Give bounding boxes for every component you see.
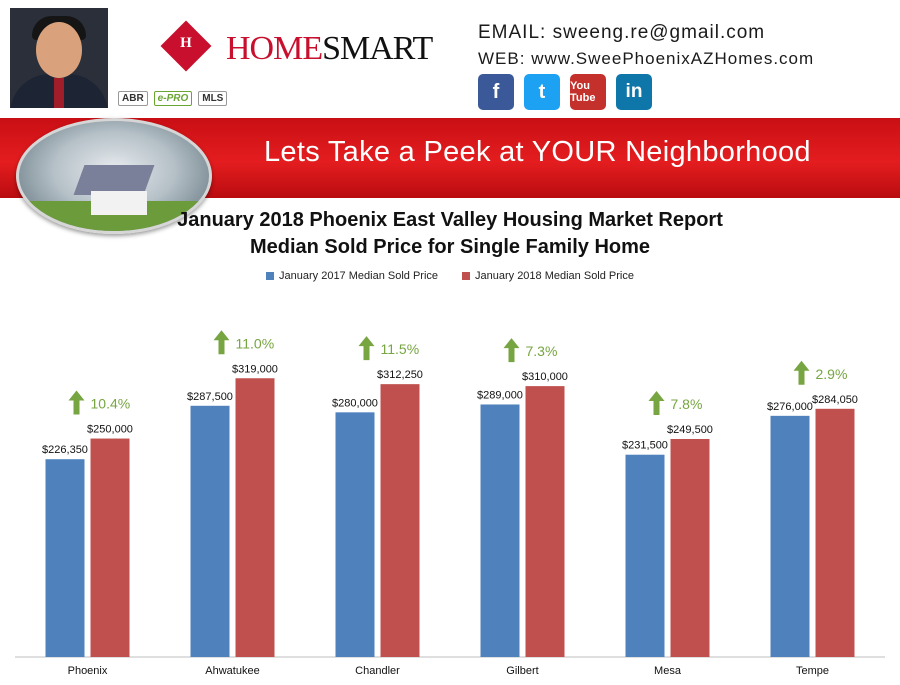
agent-photo: [10, 8, 108, 108]
mls-badge: MLS: [198, 90, 228, 106]
banner-text: Lets Take a Peek at YOUR Neighborhood: [264, 136, 811, 168]
web-line[interactable]: WEB: www.SweePhoenixAZHomes.com: [478, 49, 815, 68]
x-tick-label-ahwatukee: Ahwatukee: [205, 665, 259, 677]
chart-subtitle: Median Sold Price for Single Family Home: [249, 236, 651, 258]
x-tick-label-mesa: Mesa: [654, 665, 682, 677]
up-arrow-icon: [358, 336, 375, 361]
x-tick-label-chandler: Chandler: [355, 665, 400, 677]
certification-badges: ABR e-PRO MLS: [118, 86, 398, 110]
x-tick-label-gilbert: Gilbert: [506, 665, 538, 677]
legend-swatch-2018: [462, 272, 470, 280]
data-label-2017-ahwatukee: $287,500: [187, 391, 233, 403]
abr-badge: ABR: [118, 90, 148, 106]
change-label-phoenix: 10.4%: [91, 396, 131, 412]
data-label-2018-ahwatukee: $319,000: [232, 363, 278, 375]
data-label-2017-phoenix: $226,350: [42, 444, 88, 456]
bar-2018-gilbert: [525, 386, 565, 657]
bar-2018-mesa: [670, 438, 710, 657]
change-label-tempe: 2.9%: [816, 366, 848, 382]
up-arrow-icon: [213, 330, 230, 355]
bar-2018-ahwatukee: [235, 378, 275, 657]
bar-2017-tempe: [770, 415, 810, 657]
legend-item-2018: January 2018 Median Sold Price: [462, 270, 634, 282]
data-label-2018-mesa: $249,500: [667, 424, 713, 436]
chart-title: January 2018 Phoenix East Valley Housing…: [177, 209, 723, 231]
change-label-ahwatukee: 11.0%: [236, 335, 275, 351]
up-arrow-icon: [68, 390, 85, 415]
bar-2017-mesa: [625, 454, 665, 657]
data-label-2018-tempe: $284,050: [812, 394, 858, 406]
data-label-2018-phoenix: $250,000: [87, 424, 133, 436]
bar-2018-tempe: [815, 408, 855, 657]
bar-2017-gilbert: [480, 404, 520, 657]
legend-label-2018: January 2018 Median Sold Price: [475, 270, 634, 282]
contact-info: EMAIL: sweeng.re@gmail.com WEB: www.Swee…: [478, 20, 814, 72]
bar-2017-ahwatukee: [190, 405, 230, 657]
email-line[interactable]: EMAIL: sweeng.re@gmail.com: [478, 22, 766, 43]
change-label-chandler: 11.5%: [381, 341, 420, 357]
bar-2018-chandler: [380, 384, 420, 657]
x-tick-label-phoenix: Phoenix: [68, 665, 108, 677]
change-label-gilbert: 7.3%: [526, 343, 558, 359]
data-label-2018-gilbert: $310,000: [522, 371, 568, 383]
house-illustration: [16, 118, 212, 234]
facebook-icon[interactable]: f: [478, 74, 514, 110]
data-label-2017-chandler: $280,000: [332, 397, 378, 409]
epro-badge: e-PRO: [153, 90, 193, 106]
x-tick-label-tempe: Tempe: [796, 665, 829, 677]
homesmart-logo[interactable]: H HOMESMART: [160, 20, 433, 78]
up-arrow-icon: [648, 390, 665, 415]
social-links: f t You Tube in: [478, 74, 652, 110]
legend-swatch-2017: [266, 272, 275, 280]
legend-label-2017: January 2017 Median Sold Price: [279, 270, 438, 282]
data-label-2017-gilbert: $289,000: [477, 389, 523, 401]
email-link[interactable]: sweeng.re@gmail.com: [552, 22, 766, 43]
web-link[interactable]: www.SweePhoenixAZHomes.com: [531, 49, 815, 68]
data-label-2017-tempe: $276,000: [767, 401, 813, 413]
bar-2017-phoenix: [45, 459, 85, 657]
linkedin-icon[interactable]: in: [616, 74, 652, 110]
bar-2018-phoenix: [90, 438, 130, 657]
chart-legend: January 2017 Median Sold Price January 2…: [0, 270, 900, 282]
legend-item-2017: January 2017 Median Sold Price: [266, 270, 438, 282]
bar-2017-chandler: [335, 412, 375, 657]
up-arrow-icon: [503, 338, 520, 363]
data-label-2018-chandler: $312,250: [377, 369, 423, 381]
twitter-icon[interactable]: t: [524, 74, 560, 110]
data-label-2017-mesa: $231,500: [622, 440, 668, 452]
youtube-icon[interactable]: You Tube: [570, 74, 606, 110]
up-arrow-icon: [793, 360, 810, 385]
change-label-mesa: 7.8%: [671, 396, 703, 412]
